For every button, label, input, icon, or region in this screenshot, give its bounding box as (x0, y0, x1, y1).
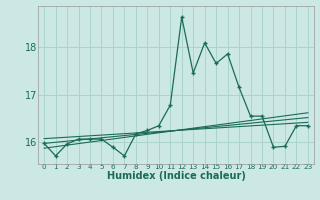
X-axis label: Humidex (Indice chaleur): Humidex (Indice chaleur) (107, 171, 245, 181)
